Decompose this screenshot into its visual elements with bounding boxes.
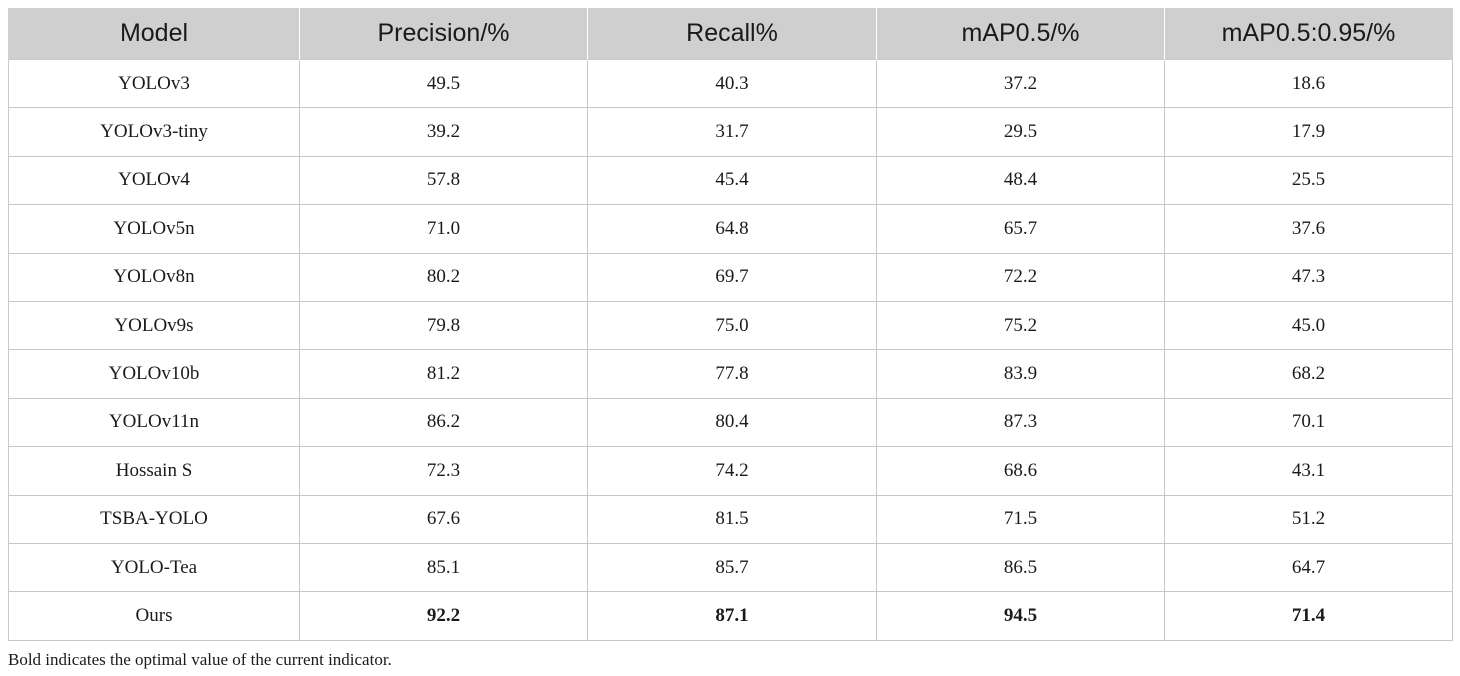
cell-map50-95: 43.1 <box>1164 446 1453 496</box>
header-map50-95: mAP0.5:0.95/% <box>1164 8 1453 60</box>
cell-recall: 74.2 <box>587 446 877 496</box>
cell-map50-95: 47.3 <box>1164 252 1453 302</box>
table-row: YOLOv3 49.5 40.3 37.2 18.6 <box>8 58 1453 109</box>
cell-precision: 79.8 <box>299 300 588 351</box>
cell-model: YOLOv10b <box>8 349 300 399</box>
table-row: YOLOv4 57.8 45.4 48.4 25.5 <box>8 155 1453 206</box>
cell-map50: 86.5 <box>876 542 1165 593</box>
cell-model: TSBA-YOLO <box>8 494 300 544</box>
cell-recall: 40.3 <box>587 58 877 109</box>
cell-map50-95: 18.6 <box>1164 58 1453 109</box>
table-row: YOLOv10b 81.2 77.8 83.9 68.2 <box>8 349 1453 399</box>
cell-map50-95: 37.6 <box>1164 204 1453 254</box>
cell-model: Hossain S <box>8 446 300 496</box>
cell-map50: 29.5 <box>876 107 1165 157</box>
cell-map50: 48.4 <box>876 155 1165 206</box>
table-row: YOLO-Tea 85.1 85.7 86.5 64.7 <box>8 542 1453 593</box>
cell-precision: 39.2 <box>299 107 588 157</box>
cell-map50: 37.2 <box>876 58 1165 109</box>
cell-map50-95: 25.5 <box>1164 155 1453 206</box>
cell-map50-95: 17.9 <box>1164 107 1453 157</box>
cell-map50-95: 64.7 <box>1164 542 1453 593</box>
cell-map50-95: 68.2 <box>1164 349 1453 399</box>
cell-recall: 85.7 <box>587 542 877 593</box>
cell-precision-best: 92.2 <box>299 591 588 641</box>
cell-precision: 57.8 <box>299 155 588 206</box>
cell-map50-best: 94.5 <box>876 591 1165 641</box>
header-model: Model <box>8 8 300 60</box>
results-table-container: Model Precision/% Recall% mAP0.5/% mAP0.… <box>8 8 1453 641</box>
cell-precision: 81.2 <box>299 349 588 399</box>
cell-model: YOLOv3 <box>8 58 300 109</box>
table-row: YOLOv9s 79.8 75.0 75.2 45.0 <box>8 300 1453 351</box>
results-table: Model Precision/% Recall% mAP0.5/% mAP0.… <box>8 8 1453 641</box>
cell-recall: 64.8 <box>587 204 877 254</box>
cell-map50-95: 51.2 <box>1164 494 1453 544</box>
cell-precision: 67.6 <box>299 494 588 544</box>
cell-recall: 81.5 <box>587 494 877 544</box>
cell-recall-best: 87.1 <box>587 591 877 641</box>
table-row: TSBA-YOLO 67.6 81.5 71.5 51.2 <box>8 494 1453 544</box>
table-row: YOLOv5n 71.0 64.8 65.7 37.6 <box>8 204 1453 254</box>
cell-map50: 72.2 <box>876 252 1165 302</box>
cell-recall: 45.4 <box>587 155 877 206</box>
cell-recall: 75.0 <box>587 300 877 351</box>
cell-map50: 83.9 <box>876 349 1165 399</box>
cell-map50-95-best: 71.4 <box>1164 591 1453 641</box>
cell-model: YOLO-Tea <box>8 542 300 593</box>
cell-map50-95: 45.0 <box>1164 300 1453 351</box>
cell-model: YOLOv8n <box>8 252 300 302</box>
cell-map50: 65.7 <box>876 204 1165 254</box>
table-row: YOLOv3-tiny 39.2 31.7 29.5 17.9 <box>8 107 1453 157</box>
table-footnote: Bold indicates the optimal value of the … <box>8 650 392 669</box>
cell-model: YOLOv9s <box>8 300 300 351</box>
header-precision: Precision/% <box>299 8 588 60</box>
table-row-ours: Ours 92.2 87.1 94.5 71.4 <box>8 591 1453 641</box>
table-body: YOLOv3 49.5 40.3 37.2 18.6 YOLOv3-tiny 3… <box>8 58 1453 641</box>
table-row: YOLOv11n 86.2 80.4 87.3 70.1 <box>8 397 1453 448</box>
cell-map50: 68.6 <box>876 446 1165 496</box>
cell-map50-95: 70.1 <box>1164 397 1453 448</box>
cell-recall: 77.8 <box>587 349 877 399</box>
cell-recall: 80.4 <box>587 397 877 448</box>
cell-model: YOLOv4 <box>8 155 300 206</box>
cell-map50: 87.3 <box>876 397 1165 448</box>
cell-precision: 72.3 <box>299 446 588 496</box>
cell-model: YOLOv3-tiny <box>8 107 300 157</box>
table-header: Model Precision/% Recall% mAP0.5/% mAP0.… <box>8 8 1453 60</box>
cell-model: Ours <box>8 591 300 641</box>
table-row: YOLOv8n 80.2 69.7 72.2 47.3 <box>8 252 1453 302</box>
cell-recall: 69.7 <box>587 252 877 302</box>
cell-map50: 75.2 <box>876 300 1165 351</box>
header-row: Model Precision/% Recall% mAP0.5/% mAP0.… <box>8 8 1453 60</box>
header-recall: Recall% <box>587 8 877 60</box>
cell-precision: 49.5 <box>299 58 588 109</box>
cell-model: YOLOv11n <box>8 397 300 448</box>
cell-precision: 80.2 <box>299 252 588 302</box>
cell-model: YOLOv5n <box>8 204 300 254</box>
cell-precision: 85.1 <box>299 542 588 593</box>
cell-precision: 71.0 <box>299 204 588 254</box>
cell-map50: 71.5 <box>876 494 1165 544</box>
cell-precision: 86.2 <box>299 397 588 448</box>
table-row: Hossain S 72.3 74.2 68.6 43.1 <box>8 446 1453 496</box>
cell-recall: 31.7 <box>587 107 877 157</box>
header-map50: mAP0.5/% <box>876 8 1165 60</box>
